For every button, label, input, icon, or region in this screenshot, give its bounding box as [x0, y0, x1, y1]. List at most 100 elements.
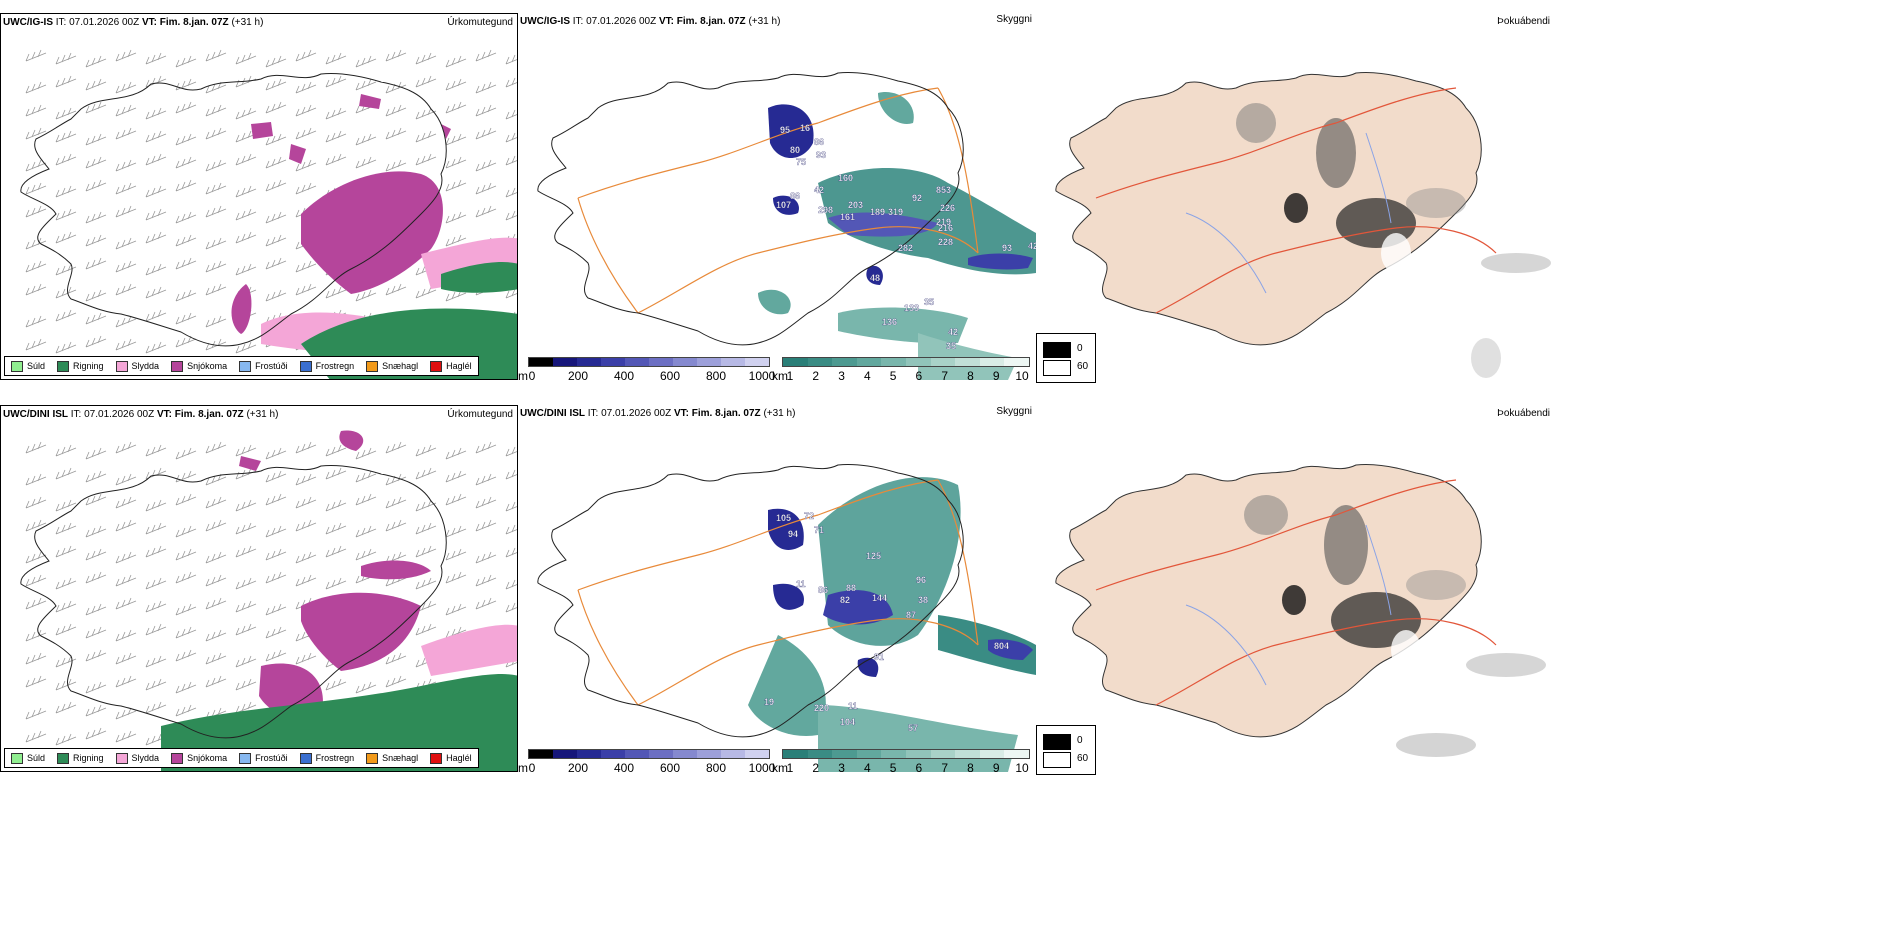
wind-barb [205, 159, 227, 172]
wind-barb [505, 524, 517, 535]
legend-swatch [115, 752, 128, 764]
wind-barb [85, 211, 107, 224]
wind-barb [415, 522, 437, 535]
wind-barb [145, 655, 167, 668]
colorbar-segment [721, 750, 745, 758]
wind-barb [235, 130, 257, 143]
wind-barb [445, 447, 467, 460]
wind-barb [175, 704, 197, 717]
wind-barb [415, 545, 437, 558]
wind-barb [25, 49, 47, 62]
wind-barb [355, 101, 377, 114]
wind-barb [415, 130, 437, 143]
wind-barb [145, 341, 167, 354]
wind-barb [175, 101, 197, 114]
panel-title: UWC/IG-IS IT: 07.01.2026 00Z VT: Fim. 8.… [3, 17, 264, 28]
wind-barb [505, 54, 517, 65]
fog-rivers-roads [1095, 479, 1497, 706]
wind-barb [445, 55, 467, 68]
colorbar-segment [529, 358, 553, 366]
visibility-value-label: 48 [870, 273, 880, 283]
wind-barb [25, 441, 47, 454]
colorbar-segment [697, 358, 721, 366]
wind-barb [295, 629, 317, 642]
colorbar-tick-label: 4 [863, 761, 871, 775]
wind-barb [325, 75, 347, 88]
legend-swatch [366, 752, 379, 764]
wind-barb [385, 441, 407, 454]
wind-barb [85, 493, 107, 506]
visibility-unit: km [772, 761, 788, 775]
wind-barb [475, 441, 497, 454]
colorbar-tick-label: 800 [705, 369, 727, 383]
wind-barb [385, 496, 407, 509]
wind-barb [85, 179, 107, 192]
colorbar-segment [979, 750, 1005, 758]
wind-barb [355, 447, 377, 460]
visibility-value-label: 16 [800, 123, 810, 133]
wind-barb [85, 470, 107, 483]
legend-swatch [299, 752, 312, 764]
wind-barb [325, 577, 347, 590]
wind-barb [175, 649, 197, 662]
wind-barb [55, 75, 77, 88]
wind-barb [85, 289, 107, 302]
visibility-value-label: 96 [916, 575, 926, 585]
visibility-value-label: 144 [872, 593, 887, 603]
wind-barb [115, 104, 137, 117]
wind-barb [25, 597, 47, 610]
colorbar-segment [905, 358, 931, 366]
wind-barb [205, 574, 227, 587]
wind-barb [355, 493, 377, 506]
wind-barb [475, 574, 497, 587]
cloud-legend-swatch-60 [1043, 360, 1071, 376]
wind-barb [25, 551, 47, 564]
wind-barb [355, 55, 377, 68]
wind-barb [55, 444, 77, 457]
wind-barb [505, 109, 517, 120]
visibility-value-label: 72 [804, 511, 814, 521]
legend-item: Rigning [57, 360, 104, 372]
wind-barb [115, 81, 137, 94]
wind-barb [235, 655, 257, 668]
visibility-value-label: 228 [938, 237, 953, 247]
wind-barb [175, 312, 197, 325]
wind-barb [295, 441, 317, 454]
colorbar-segment [930, 358, 956, 366]
wind-barb [175, 470, 197, 483]
visibility-value-label: 57 [908, 723, 918, 733]
wind-barb [475, 519, 497, 532]
fog-land [1055, 464, 1482, 738]
wind-barb [385, 551, 407, 564]
wind-barb [25, 652, 47, 665]
visibility-value-label: 93 [1002, 243, 1012, 253]
visibility-value-label: 104 [840, 717, 855, 727]
visibility-value-label: 226 [940, 203, 955, 213]
wind-barb [55, 678, 77, 691]
wind-barb [175, 493, 197, 506]
colorbar-segment [930, 750, 956, 758]
wind-barb [445, 525, 467, 538]
legend-swatch [171, 752, 184, 764]
wind-barb [475, 205, 497, 218]
colorbar-segment [625, 750, 649, 758]
visibility-value-label: 203 [848, 200, 863, 210]
wind-barb [355, 548, 377, 561]
wind-barb [415, 153, 437, 166]
iceland-coastline [537, 72, 964, 346]
wind-barb [115, 551, 137, 564]
colorbar-tick-label: 0 [528, 761, 536, 775]
visibility-value-label: 216 [938, 223, 953, 233]
wind-barb [145, 678, 167, 691]
wind-barb [85, 525, 107, 538]
visibility-value-label: 93 [816, 150, 826, 160]
colorbar-segment [1004, 358, 1029, 366]
wind-barb [325, 153, 347, 166]
legend-item: Frostregn [299, 360, 354, 372]
wind-barb [55, 623, 77, 636]
fog-index-shading [1244, 495, 1546, 757]
iceland-roads [577, 479, 979, 706]
visibility-value-label: 86 [818, 585, 828, 595]
wind-barb [415, 623, 437, 636]
